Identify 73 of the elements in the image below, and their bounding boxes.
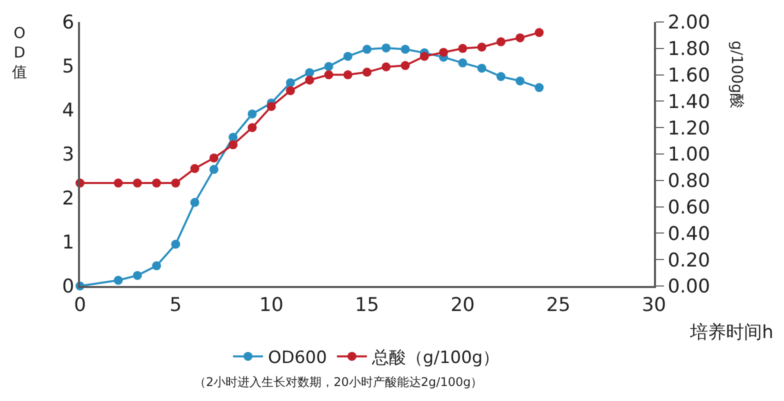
point [400,44,410,54]
y-tick-label: 4 [62,100,74,122]
x-tick-label: 20 [450,294,475,316]
y2-tick-label: 1.40 [668,90,710,113]
point [458,44,468,53]
point [305,76,314,85]
y2-axis-title: g/100g酸 [728,40,746,108]
point [496,72,506,82]
point [439,48,448,57]
point [228,132,238,142]
y2-tick-label: 0.60 [668,196,710,218]
point [248,123,257,132]
point [477,42,486,52]
point [132,270,142,280]
y-tick-label: 1 [62,232,74,254]
y2-tick-label: 0.40 [668,222,710,245]
point [171,178,180,188]
y2-tick-label: 0.20 [668,249,710,272]
y2-tick-label: 2.00 [668,12,710,34]
point [400,61,410,70]
point [209,164,218,174]
point [458,58,468,68]
point [534,83,544,92]
point [324,62,334,71]
point [496,37,506,46]
legend-label: 总酸（g/100g） [370,348,500,368]
y2-tick-label: 1.00 [668,144,710,166]
y2-tick-label: 1.20 [668,117,710,140]
point [152,261,162,270]
point [420,52,429,61]
y-tick-label: 2 [62,188,74,210]
legend-label: OD600 [268,348,327,368]
x-axis-title: 培养时间h [689,322,774,343]
y-tick-label: 0 [62,276,74,298]
y-tick-label: 3 [62,144,74,166]
point [152,178,162,188]
point [516,76,525,86]
point [382,62,391,72]
point [286,78,295,88]
y2-tick-label: 1.60 [668,64,710,86]
point [286,86,295,96]
point [132,178,142,188]
point [534,28,544,38]
point [516,33,525,42]
y2-tick-label: 1.80 [668,38,710,60]
point [266,102,276,111]
point [190,198,200,207]
y2-tick-label: 0.00 [668,276,710,298]
x-tick-label: 15 [354,294,380,316]
point [305,68,314,78]
point [477,64,486,73]
y-tick-label: 6 [62,12,74,34]
point [114,178,123,188]
point [209,153,218,162]
text: （2小时进入生长对数期，20小时产酸能达2g/100g） [194,375,483,389]
x-tick-label: 25 [546,294,570,316]
point [228,140,238,150]
x-tick-label: 30 [642,294,666,316]
x-tick-label: 10 [259,294,284,316]
point [343,70,352,80]
point [362,44,372,54]
x-tick-label: 5 [170,294,182,316]
point [343,52,352,61]
y-tick-label: 5 [62,56,74,78]
point [114,276,123,285]
point [382,43,391,52]
y-axis-title: OD值 [12,24,27,81]
point [190,164,200,174]
point [171,240,180,249]
point [362,68,372,77]
point [248,109,257,118]
point [324,70,334,80]
y2-tick-label: 0.80 [668,170,710,192]
